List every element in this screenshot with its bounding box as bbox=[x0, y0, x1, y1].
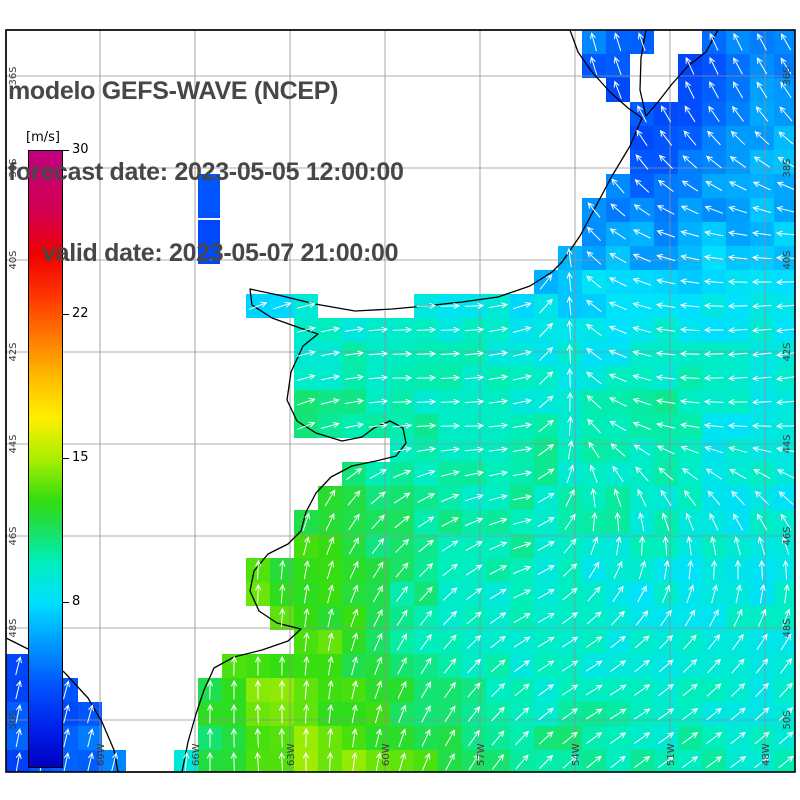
lat-label-left: 42S bbox=[8, 342, 19, 361]
lat-label-left: 36S bbox=[8, 66, 19, 85]
colorbar-tick-label: 30 bbox=[72, 142, 89, 157]
colorbar-tick-label: 8 bbox=[72, 593, 81, 609]
colorbar-tick-label: 22 bbox=[72, 306, 89, 322]
colorbar-unit-label: [m/s] bbox=[26, 130, 60, 145]
lon-label: 48W bbox=[761, 743, 772, 766]
lon-label: 51W bbox=[666, 743, 677, 766]
colorbar-tick-mark bbox=[63, 601, 69, 603]
map-border bbox=[5, 29, 796, 773]
lat-label-right: 42S bbox=[782, 342, 793, 361]
lat-label-left: 44S bbox=[8, 434, 19, 453]
lat-label-left: 40S bbox=[8, 250, 19, 269]
coastline bbox=[5, 29, 719, 773]
lat-label-left: 38S bbox=[8, 158, 19, 177]
lon-label: 63W bbox=[286, 743, 297, 766]
colorbar-tick-mark bbox=[63, 458, 69, 459]
colorbar-tick-mark bbox=[63, 150, 69, 151]
lon-label: 66W bbox=[191, 743, 202, 766]
lon-label: 54W bbox=[571, 743, 582, 766]
wind-arrows-layer bbox=[15, 32, 795, 772]
lat-label-right: 40S bbox=[782, 250, 793, 269]
lat-label-right: 36S bbox=[782, 66, 793, 85]
lat-label-left: 48S bbox=[8, 618, 19, 637]
lat-label-right: 50S bbox=[782, 710, 793, 729]
lon-label: 69W bbox=[96, 743, 107, 766]
model-title: modelo GEFS-WAVE (NCEP) bbox=[8, 77, 339, 105]
map-titles: modelo GEFS-WAVE (NCEP) forecast date: 2… bbox=[8, 24, 404, 321]
lat-label-right: 48S bbox=[782, 618, 793, 637]
lat-label-left: 46S bbox=[8, 526, 19, 545]
colorbar-gradient bbox=[28, 150, 63, 768]
lat-label-right: 46S bbox=[782, 526, 793, 545]
colorbar-tick-label: 15 bbox=[72, 450, 89, 465]
lat-label-right: 44S bbox=[782, 434, 793, 453]
lat-label-left: 50S bbox=[8, 710, 19, 729]
lon-label: 57W bbox=[476, 743, 487, 766]
lat-label-right: 38S bbox=[782, 158, 793, 177]
lon-label: 60W bbox=[381, 743, 392, 766]
grid-labels-layer: 69W 66W 63W 60W 57W 54W 51W 48W 36S 36S 38S 38S 40S 4… bbox=[8, 66, 793, 766]
colorbar: [m/s] 30 22 15 8 bbox=[26, 130, 116, 790]
colorbar-tick-mark bbox=[63, 314, 69, 316]
forecast-date: forecast date: 2023-05-05 12:00:00 bbox=[8, 158, 404, 186]
valid-date: valid date: 2023-05-07 21:00:00 bbox=[42, 239, 399, 267]
